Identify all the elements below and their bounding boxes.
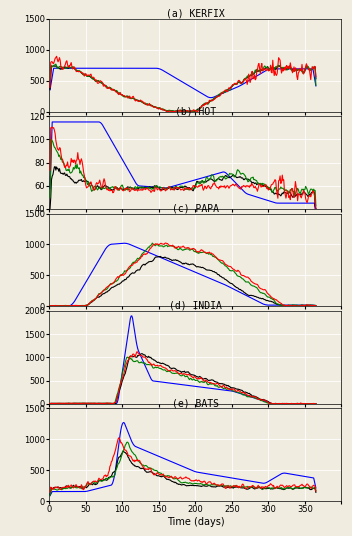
Title: (e) BATS: (e) BATS (172, 398, 219, 408)
Title: (b) HOT: (b) HOT (175, 106, 216, 116)
Title: (c) PAPA: (c) PAPA (172, 204, 219, 213)
Title: (d) INDIA: (d) INDIA (169, 301, 222, 311)
X-axis label: Time (days): Time (days) (166, 517, 224, 527)
Title: (a) KERFIX: (a) KERFIX (166, 9, 225, 19)
